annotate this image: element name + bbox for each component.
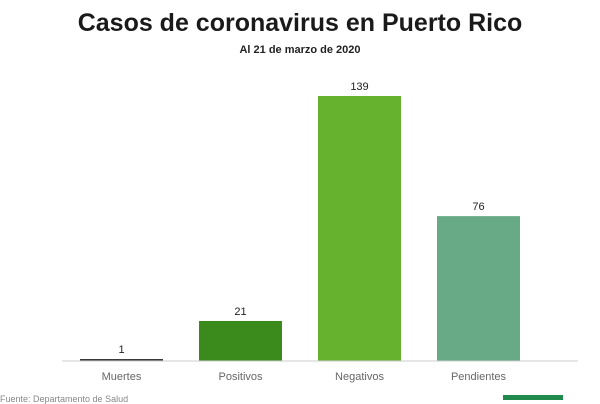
chart-title: Casos de coronavirus en Puerto Rico: [77, 9, 523, 37]
value-label-positivos: 21: [234, 306, 246, 318]
category-label-negativos: Negativos: [335, 371, 384, 383]
labels-layer: 1 Muertes 21 Positivos 139 Negativos 76 Pendien…: [102, 81, 507, 383]
bar-positivos: [199, 320, 282, 361]
value-label-negativos: 139: [350, 81, 368, 93]
brand-logo: [503, 395, 563, 400]
chart-subtitle: Al 21 de marzo de 2020: [239, 44, 361, 56]
source-note: Fuente: Departamento de Salud: [0, 394, 129, 404]
bar-pendientes: [437, 216, 520, 361]
bar-muertes: [80, 359, 163, 361]
value-label-muertes: 1: [118, 344, 124, 356]
bars-layer: [80, 96, 520, 361]
category-label-pendientes: Pendientes: [451, 371, 507, 383]
category-label-positivos: Positivos: [218, 371, 263, 383]
category-label-muertes: Muertes: [102, 371, 142, 383]
bar-negativos: [318, 96, 401, 361]
value-label-pendientes: 76: [472, 201, 484, 213]
